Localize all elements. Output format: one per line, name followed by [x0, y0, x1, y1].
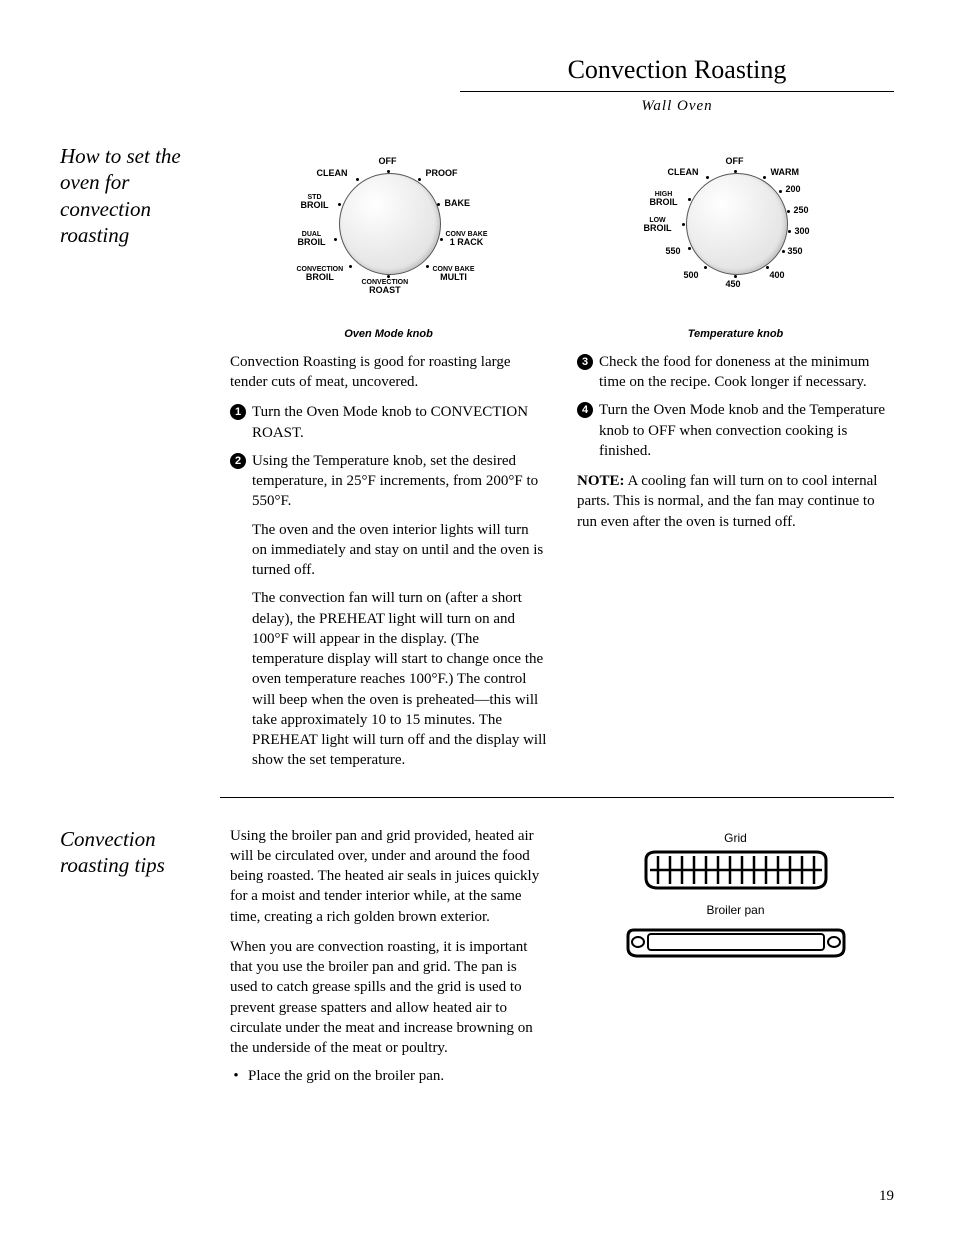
step-4-text: Turn the Oven Mode knob and the Temperat… — [599, 400, 894, 461]
col-left: OFF CLEAN PROOF STD BROIL BAKE DUAL BROI… — [230, 143, 547, 779]
page-subtitle: Wall Oven — [460, 98, 894, 115]
tips-bullet-1-text: Place the grid on the broiler pan. — [248, 1066, 444, 1086]
col-right: OFF CLEAN WARM 200 HIGH BROIL 250 LOW BR… — [577, 143, 894, 779]
temp-knob-caption: Temperature knob — [577, 327, 894, 342]
temp-label-550: 550 — [666, 247, 681, 256]
grid-icon — [636, 850, 836, 892]
step-4: 4 Turn the Oven Mode knob and the Temper… — [577, 400, 894, 461]
step-2-text: Using the Temperature knob, set the desi… — [252, 451, 547, 512]
mode-label-std-broil: BROIL — [301, 201, 329, 209]
section-how-to-set: How to set the oven for convection roast… — [60, 143, 894, 779]
mode-label-roast: ROAST — [362, 286, 409, 294]
temp-knob-dial — [686, 173, 788, 275]
mode-label-bake: BAKE — [445, 199, 471, 208]
temp-label-200: 200 — [786, 185, 801, 194]
title-rule — [460, 91, 894, 92]
note-block: NOTE: A cooling fan will turn on to cool… — [577, 471, 894, 532]
side-heading-1: How to set the oven for convection roast… — [60, 143, 230, 779]
step-num-2: 2 — [230, 453, 246, 469]
temp-label-high-broil: BROIL — [650, 198, 678, 206]
tips-bullet-1: • Place the grid on the broiler pan. — [230, 1066, 547, 1086]
temp-label-warm: WARM — [771, 168, 800, 177]
grid-label: Grid — [577, 830, 894, 846]
step-num-4: 4 — [577, 402, 593, 418]
step-3: 3 Check the food for doneness at the min… — [577, 352, 894, 393]
step-2: 2 Using the Temperature knob, set the de… — [230, 451, 547, 512]
bullet-icon: • — [230, 1066, 242, 1086]
temp-label-off: OFF — [726, 157, 744, 166]
section-divider — [220, 797, 894, 798]
mode-label-conv-broil: BROIL — [297, 273, 344, 281]
temp-label-clean: CLEAN — [668, 168, 699, 177]
tips-col-right: Grid Broi — [577, 826, 894, 1087]
step-3-text: Check the food for doneness at the minim… — [599, 352, 894, 393]
temp-label-500: 500 — [684, 271, 699, 280]
mode-knob-caption: Oven Mode knob — [230, 327, 547, 342]
temp-knob-figure: OFF CLEAN WARM 200 HIGH BROIL 250 LOW BR… — [577, 143, 894, 342]
mode-label-clean: CLEAN — [317, 169, 348, 178]
mode-label-proof: PROOF — [426, 169, 458, 178]
section-tips: Convection roasting tips Using the broil… — [60, 826, 894, 1087]
tips-col-left: Using the broiler pan and grid provided,… — [230, 826, 547, 1087]
page-number: 19 — [879, 1188, 894, 1205]
mode-knob-dial — [339, 173, 441, 275]
tips-para-1: Using the broiler pan and grid provided,… — [230, 826, 547, 927]
step-1-text: Turn the Oven Mode knob to CONVECTION RO… — [252, 402, 547, 443]
para-lights: The oven and the oven interior lights wi… — [252, 520, 547, 581]
mode-label-dual-broil: BROIL — [298, 238, 326, 246]
broiler-pan-icon — [626, 922, 846, 960]
temp-label-450: 450 — [726, 280, 741, 289]
temp-label-250: 250 — [794, 206, 809, 215]
step-num-1: 1 — [230, 404, 246, 420]
temp-label-400: 400 — [770, 271, 785, 280]
page-title: Convection Roasting — [460, 55, 894, 85]
step-1: 1 Turn the Oven Mode knob to CONVECTION … — [230, 402, 547, 443]
broiler-figure: Grid Broi — [577, 830, 894, 967]
mode-label-1rack: 1 RACK — [446, 238, 488, 246]
temp-label-350: 350 — [788, 247, 803, 256]
para-fan-preheat: The convection fan will turn on (after a… — [252, 588, 547, 770]
temp-label-low-broil: BROIL — [644, 224, 672, 232]
header-block: Convection Roasting Wall Oven — [460, 55, 894, 115]
note-label: NOTE: — [577, 473, 625, 489]
step-num-3: 3 — [577, 354, 593, 370]
temp-label-300: 300 — [795, 227, 810, 236]
mode-label-multi: MULTI — [433, 273, 475, 281]
pan-label: Broiler pan — [577, 902, 894, 918]
tips-para-2: When you are convection roasting, it is … — [230, 937, 547, 1059]
side-heading-2: Convection roasting tips — [60, 826, 230, 1087]
mode-label-off: OFF — [379, 157, 397, 166]
mode-knob-figure: OFF CLEAN PROOF STD BROIL BAKE DUAL BROI… — [230, 143, 547, 342]
intro-text: Convection Roasting is good for roasting… — [230, 352, 547, 393]
